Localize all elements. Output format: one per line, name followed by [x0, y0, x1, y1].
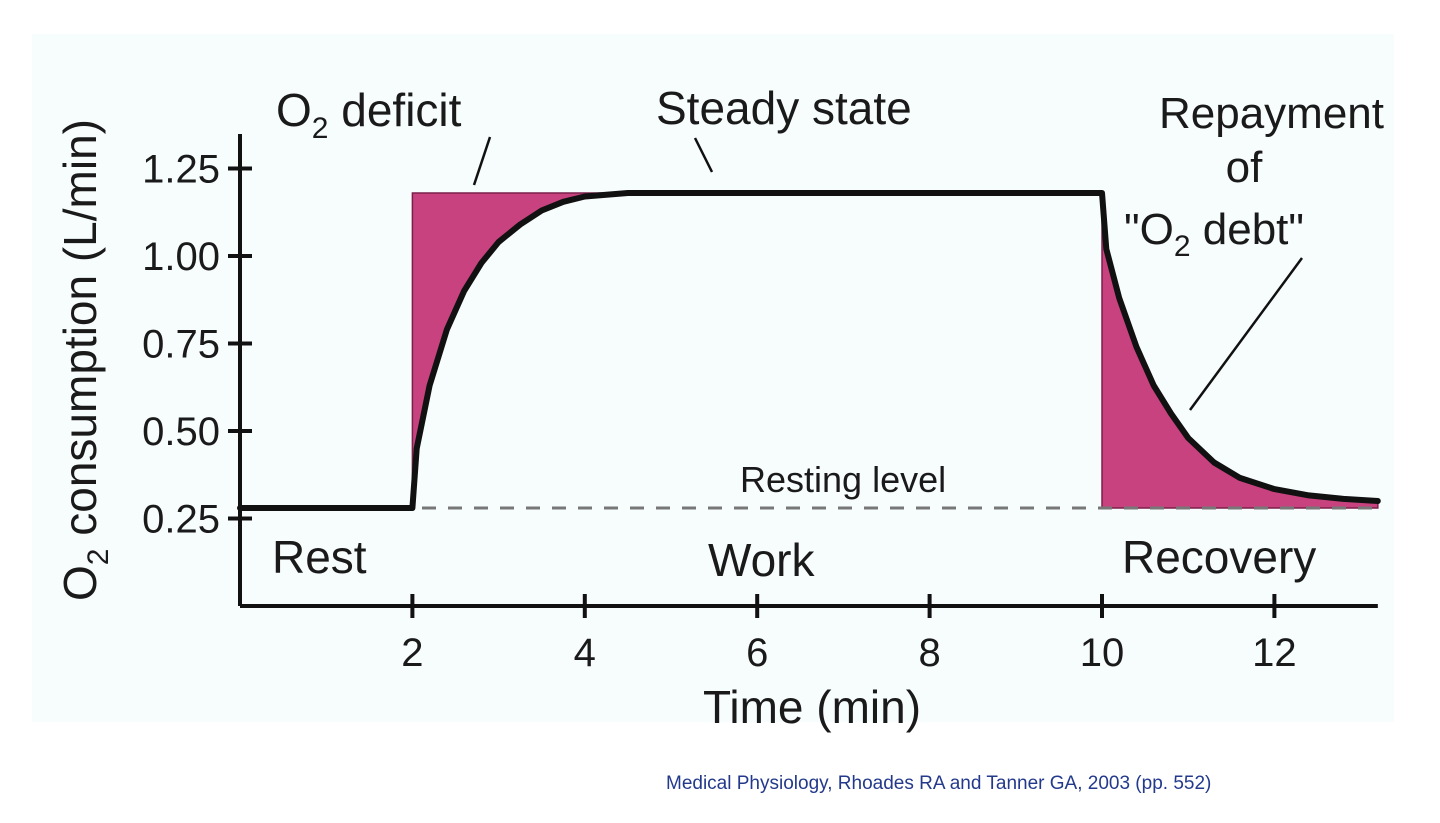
y-tick-label: 1.25 [142, 148, 220, 192]
resting-level-label: Resting level [740, 459, 946, 500]
y-tick-label: 0.75 [142, 323, 220, 367]
y-tick-label: 0.25 [142, 498, 220, 542]
rest-phase-label: Rest [272, 531, 367, 583]
repayment-label-line2: of [1226, 143, 1263, 192]
x-tick-label: 4 [574, 631, 596, 675]
x-tick-label: 2 [401, 631, 423, 675]
y-tick-label: 0.50 [142, 410, 220, 454]
debt-leader-line [1188, 257, 1304, 411]
x-tick-label: 8 [918, 631, 940, 675]
x-axis-title: Time (min) [703, 681, 921, 733]
consumption-curve [237, 190, 1381, 511]
repayment-label-line3: "O2 debt" [1124, 205, 1304, 263]
work-phase-label: Work [708, 534, 815, 586]
deficit-label: O2 deficit [276, 84, 462, 145]
repayment-label-line1: Repayment [1159, 89, 1384, 138]
x-tick-label: 12 [1252, 631, 1297, 675]
deficit-leader-line [472, 136, 492, 186]
x-tick-label: 6 [746, 631, 768, 675]
y-ticks: 0.25 0.50 0.75 1.00 1.25 [142, 148, 252, 542]
x-ticks: 2 4 6 8 10 12 [401, 594, 1297, 675]
recovery-phase-label: Recovery [1122, 531, 1316, 583]
y-tick-label: 1.00 [142, 235, 220, 279]
x-tick-label: 10 [1080, 631, 1125, 675]
citation-text: Medical Physiology, Rhoades RA and Tanne… [666, 773, 1212, 794]
o2-deficit-area [411, 192, 628, 509]
steady-state-label: Steady state [656, 82, 912, 134]
y-axis-title: O2 consumption (L/min) [54, 119, 115, 601]
steady-leader-line [693, 137, 714, 173]
